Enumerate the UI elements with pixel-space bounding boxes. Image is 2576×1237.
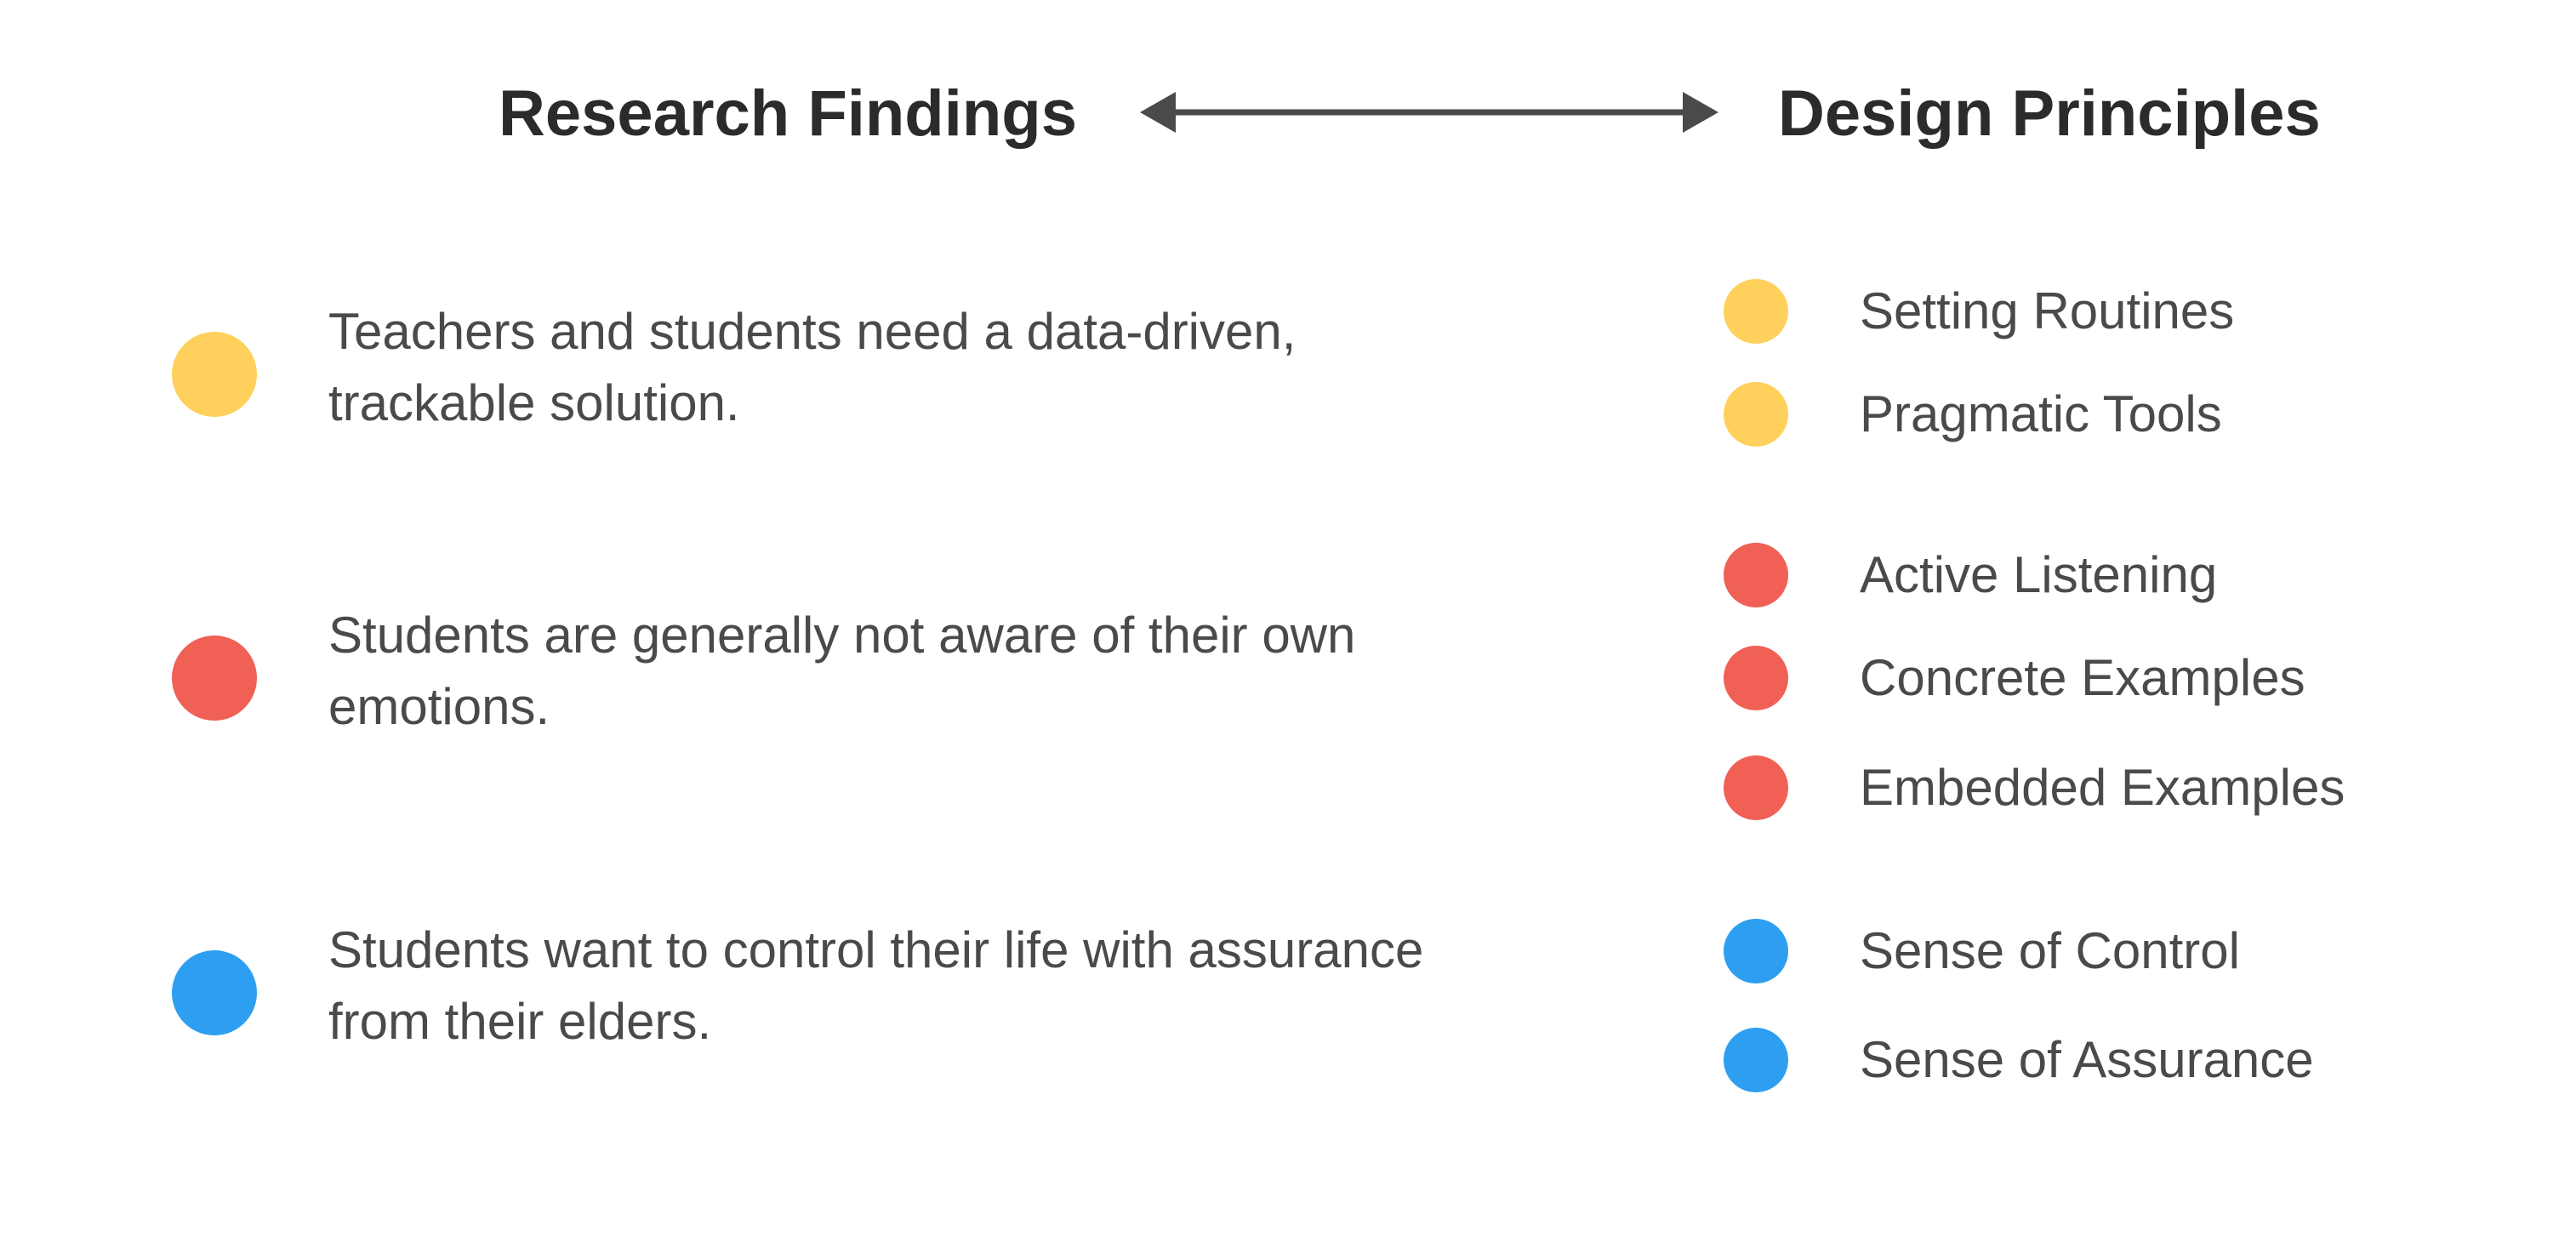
red-dot-icon	[172, 636, 257, 721]
yellow-dot-icon	[172, 332, 257, 417]
arrow-head-right	[1683, 92, 1718, 133]
principle-item: Concrete Examples	[1724, 644, 2489, 712]
arrow-head-left	[1140, 92, 1176, 133]
principle-label: Sense of Assurance	[1860, 1031, 2314, 1088]
principle-item: Pragmatic Tools	[1724, 380, 2489, 448]
principle-label: Embedded Examples	[1860, 759, 2345, 816]
red-dot-icon	[1724, 646, 1788, 710]
finding-item: Teachers and students need a data-driven…	[172, 296, 1448, 441]
blue-dot-icon	[172, 950, 257, 1035]
principle-label: Pragmatic Tools	[1860, 385, 2222, 442]
blue-dot-icon	[1724, 1028, 1788, 1092]
yellow-dot-icon	[1724, 279, 1788, 344]
principle-label: Sense of Control	[1860, 922, 2240, 979]
red-dot-icon	[1724, 543, 1788, 607]
principle-label: Concrete Examples	[1860, 649, 2305, 706]
research-findings-title: Research Findings	[499, 77, 1077, 150]
red-dot-icon	[1724, 755, 1788, 820]
double-arrow-icon	[1140, 92, 1718, 133]
principle-label: Setting Routines	[1860, 282, 2235, 339]
principle-item: Sense of Assurance	[1724, 1026, 2489, 1094]
principle-item: Embedded Examples	[1724, 754, 2489, 822]
principle-label: Active Listening	[1860, 546, 2218, 603]
blue-dot-icon	[1724, 919, 1788, 983]
finding-item: Students want to control their life with…	[172, 915, 1448, 1059]
yellow-dot-icon	[1724, 382, 1788, 447]
principle-item: Sense of Control	[1724, 917, 2489, 985]
design-principles-title: Design Principles	[1778, 77, 2321, 150]
finding-text: Students are generally not aware of thei…	[328, 607, 1356, 735]
principle-item: Active Listening	[1724, 541, 2489, 609]
finding-text: Students want to control their life with…	[328, 921, 1424, 1050]
finding-item: Students are generally not aware of thei…	[172, 600, 1448, 744]
principle-item: Setting Routines	[1724, 277, 2489, 345]
finding-text: Teachers and students need a data-driven…	[328, 303, 1297, 431]
